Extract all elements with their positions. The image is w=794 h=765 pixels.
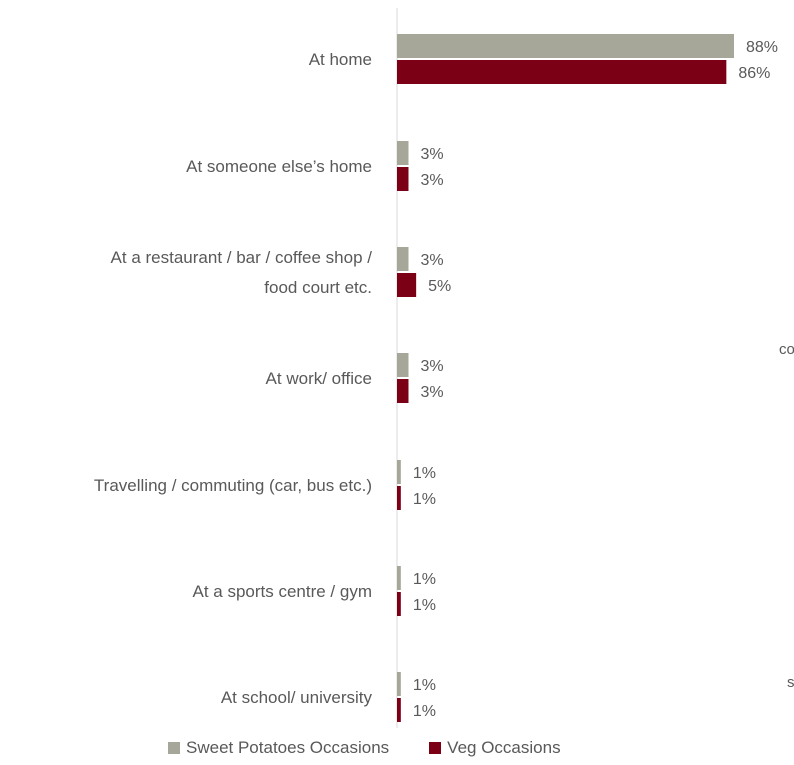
category-label: At someone else’s home [186, 157, 372, 176]
data-label-veg: 1% [413, 703, 436, 720]
bar-veg [397, 167, 408, 191]
data-label-veg: 1% [413, 491, 436, 508]
value-labels: 88% 86% 3% 3% 3% 5% 3% 3% 1% 1% 1% 1% 1% 1% [413, 39, 778, 720]
data-label-veg: 3% [420, 172, 443, 189]
category-label: Travelling / commuting (car, bus etc.) [94, 476, 372, 495]
bar-veg [397, 486, 401, 510]
bar-veg [397, 379, 408, 403]
data-label-sweet-potatoes: 1% [413, 571, 436, 588]
legend-label-veg: Veg Occasions [447, 738, 560, 758]
data-label-veg: 5% [428, 278, 451, 295]
legend-item-sweet-potatoes: Sweet Potatoes Occasions [168, 738, 389, 758]
bar-sweet-potatoes [397, 247, 408, 271]
data-label-sweet-potatoes: 3% [420, 358, 443, 375]
legend-item-veg: Veg Occasions [429, 738, 560, 758]
category-labels: At home At someone else’s home At a restau… [94, 50, 373, 707]
legend-swatch-sweet-potatoes [168, 742, 180, 754]
bar-veg [397, 592, 401, 616]
data-label-sweet-potatoes: 3% [420, 146, 443, 163]
bar-veg [397, 273, 416, 297]
data-label-veg: 3% [420, 384, 443, 401]
category-label: At a restaurant / bar / coffee shop / foo… [111, 248, 373, 297]
category-label: At work/ office [266, 369, 372, 388]
legend-swatch-veg [429, 742, 441, 754]
bar-sweet-potatoes [397, 460, 401, 484]
data-label-veg: 86% [738, 65, 770, 82]
category-label: At home [309, 50, 372, 69]
data-label-sweet-potatoes: 1% [413, 677, 436, 694]
bars [397, 34, 734, 722]
bar-sweet-potatoes [397, 141, 408, 165]
data-label-sweet-potatoes: 3% [420, 252, 443, 269]
category-label: At a sports centre / gym [192, 582, 372, 601]
bar-sweet-potatoes [397, 566, 401, 590]
cropped-text-fragment: s [787, 674, 794, 691]
data-label-veg: 1% [413, 597, 436, 614]
cropped-text-fragment: co [779, 341, 794, 358]
bar-sweet-potatoes [397, 34, 734, 58]
bar-sweet-potatoes [397, 353, 408, 377]
bar-sweet-potatoes [397, 672, 401, 696]
data-label-sweet-potatoes: 1% [413, 465, 436, 482]
legend-label-sweet-potatoes: Sweet Potatoes Occasions [186, 738, 389, 758]
bar-veg [397, 60, 726, 84]
category-label: At school/ university [221, 688, 373, 707]
data-label-sweet-potatoes: 88% [746, 39, 778, 56]
legend: Sweet Potatoes Occasions Veg Occasions [168, 738, 601, 758]
bar-veg [397, 698, 401, 722]
